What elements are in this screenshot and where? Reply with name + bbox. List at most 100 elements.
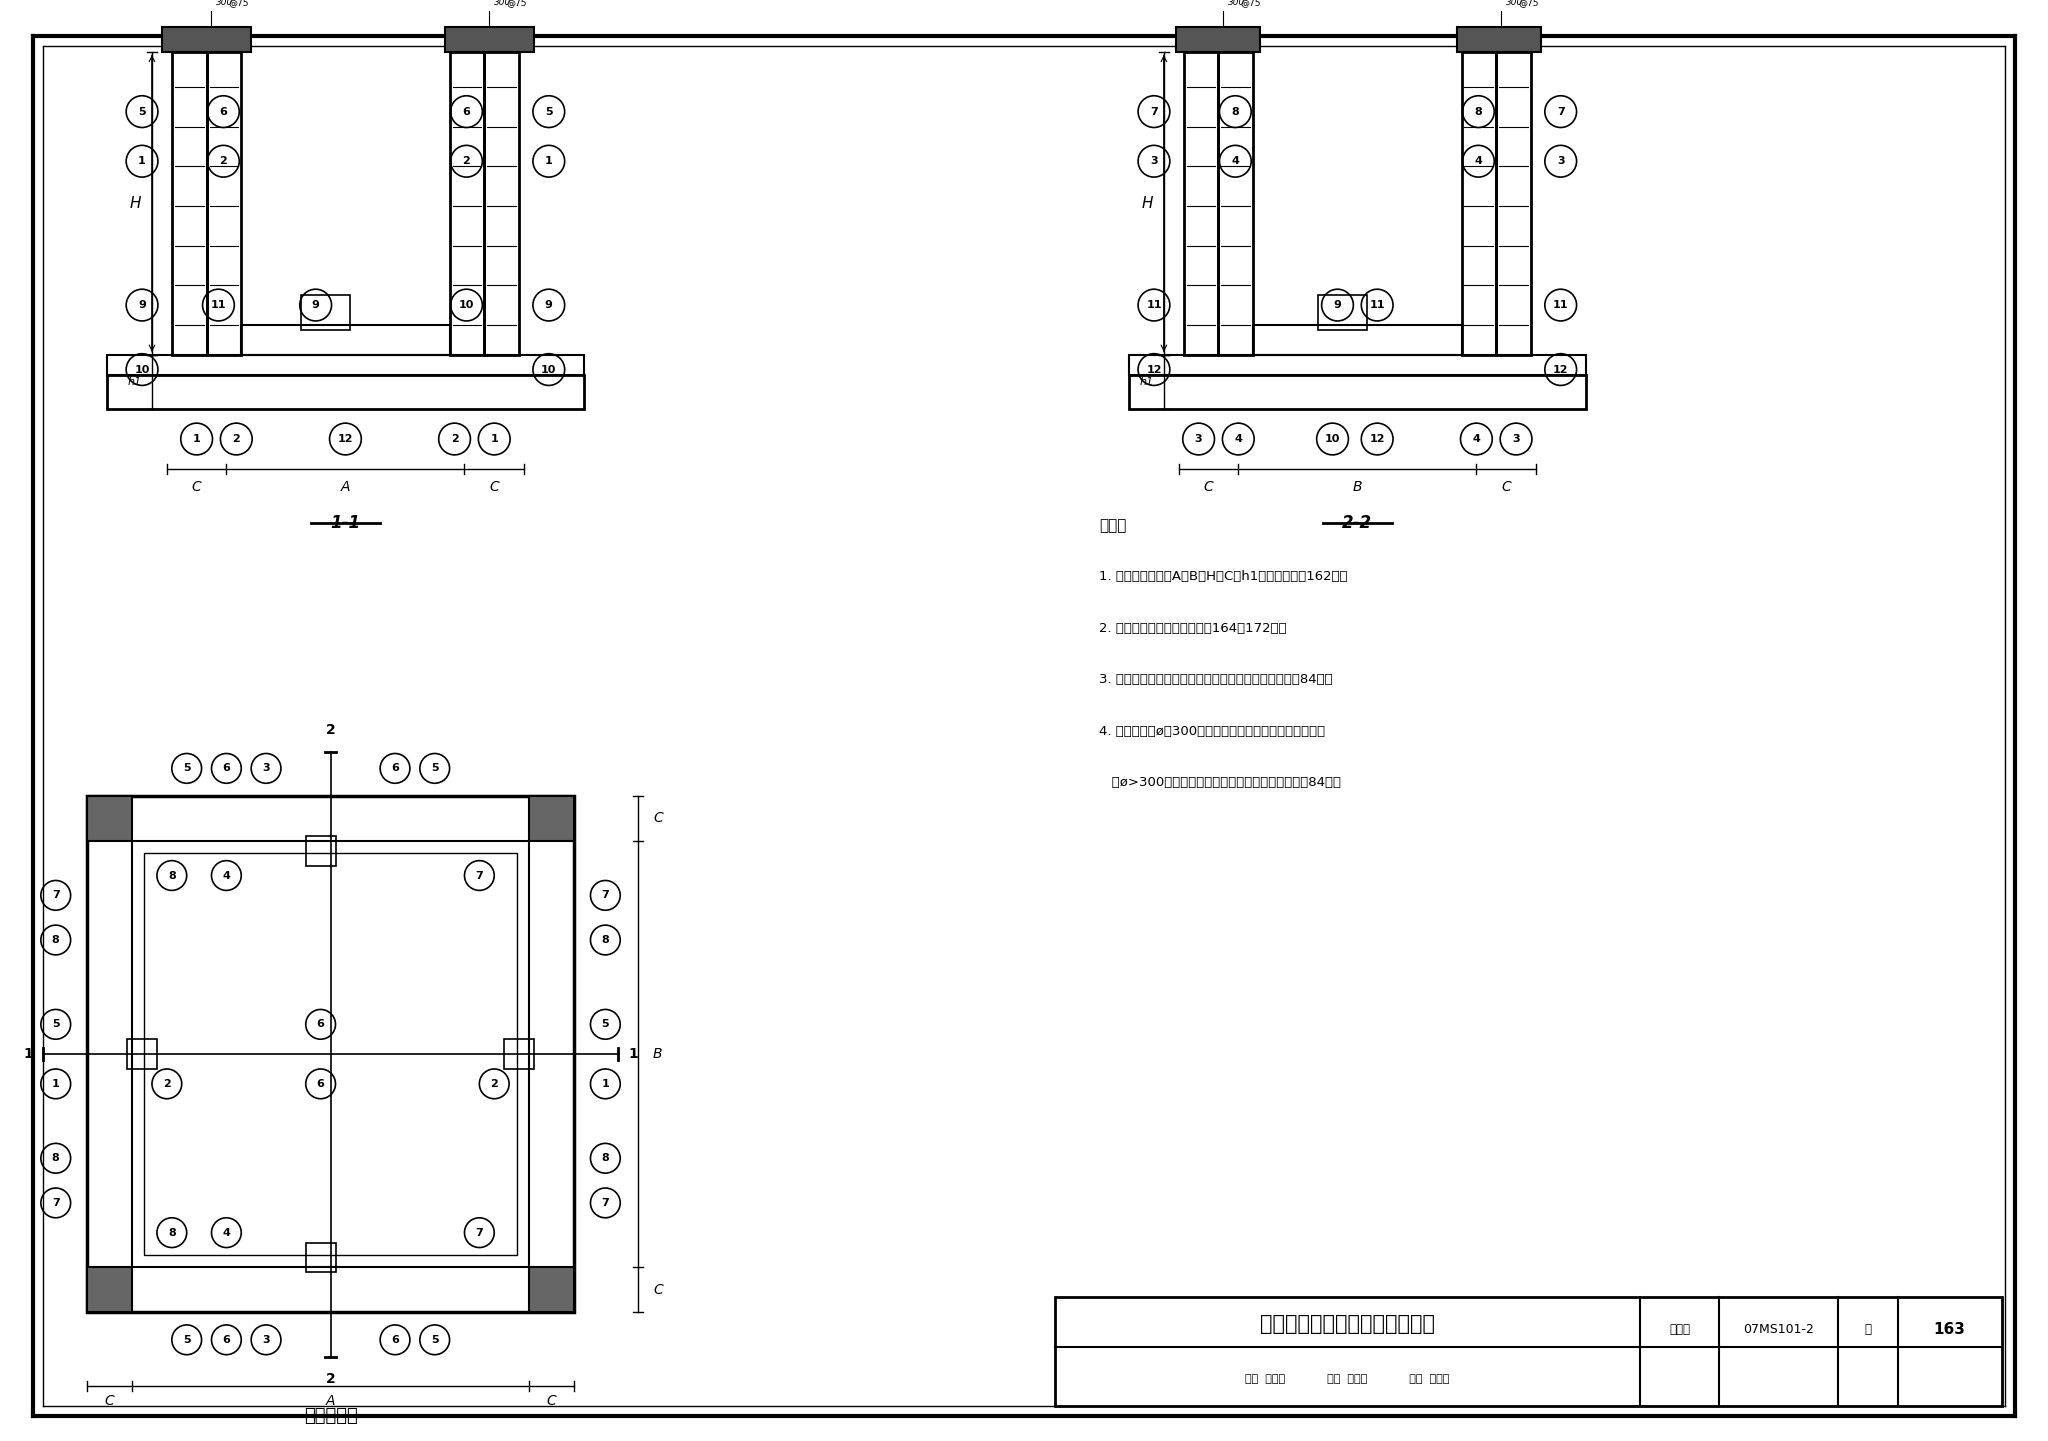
Text: 4: 4 (1235, 434, 1243, 444)
Polygon shape (1176, 27, 1260, 52)
Text: 9: 9 (137, 300, 145, 310)
Text: 5: 5 (182, 1334, 190, 1344)
Text: 6: 6 (317, 1079, 324, 1089)
Text: A: A (326, 1395, 336, 1408)
Text: 2: 2 (326, 1372, 336, 1386)
Text: 8: 8 (1231, 107, 1239, 117)
Text: 2: 2 (326, 722, 336, 736)
Text: 8: 8 (602, 1153, 608, 1163)
Text: 11: 11 (211, 300, 225, 310)
Text: 10: 10 (1325, 434, 1339, 444)
Text: 3: 3 (1511, 434, 1520, 444)
Text: 5: 5 (545, 107, 553, 117)
Text: C: C (193, 480, 201, 494)
Text: 7: 7 (51, 1197, 59, 1208)
Text: 4: 4 (223, 1228, 229, 1238)
Text: 4. 钢筋遇洞（ø＜300）时，要绕过洞口不得切断。当遇洞: 4. 钢筋遇洞（ø＜300）时，要绕过洞口不得切断。当遇洞 (1100, 725, 1325, 738)
Text: 1: 1 (23, 1048, 33, 1061)
Text: 6: 6 (463, 107, 471, 117)
Text: 8: 8 (602, 935, 608, 945)
Polygon shape (162, 27, 252, 52)
Text: 3. 配合平面、剖面图，预埋防水套管尺寸表见本图集第84页。: 3. 配合平面、剖面图，预埋防水套管尺寸表见本图集第84页。 (1100, 673, 1333, 686)
Text: 10: 10 (541, 365, 557, 375)
Text: 6: 6 (219, 107, 227, 117)
Text: 12: 12 (1370, 434, 1384, 444)
Text: 6: 6 (317, 1019, 324, 1029)
Text: C: C (653, 1282, 664, 1297)
Text: 审核  郭奕雄            校对  曾令兹            设计  王龙生: 审核 郭奕雄 校对 曾令兹 设计 王龙生 (1245, 1375, 1450, 1383)
Text: 8: 8 (1475, 107, 1483, 117)
Text: 11: 11 (1147, 300, 1161, 310)
Text: 8: 8 (51, 935, 59, 945)
Text: 5: 5 (430, 764, 438, 774)
Text: 2: 2 (164, 1079, 170, 1089)
Text: 1: 1 (629, 1048, 637, 1061)
Text: 2-2: 2-2 (1341, 514, 1372, 532)
Text: 1: 1 (137, 156, 145, 166)
Text: 7: 7 (602, 1197, 608, 1208)
Text: 4: 4 (1231, 156, 1239, 166)
Text: 3: 3 (262, 764, 270, 774)
Text: 9: 9 (545, 300, 553, 310)
Text: 5: 5 (137, 107, 145, 117)
Text: @75: @75 (1518, 0, 1538, 7)
Text: 1. 图中所注尺寸：A、B、H、C、h1详见本图集第162页。: 1. 图中所注尺寸：A、B、H、C、h1详见本图集第162页。 (1100, 571, 1348, 584)
Text: 3: 3 (1151, 156, 1157, 166)
Text: 7: 7 (475, 1228, 483, 1238)
Text: A: A (340, 480, 350, 494)
Text: 11: 11 (1552, 300, 1569, 310)
Text: 8: 8 (168, 870, 176, 880)
Text: C: C (653, 811, 664, 826)
Text: 300: 300 (494, 0, 512, 7)
Text: @75: @75 (1241, 0, 1262, 7)
Text: @75: @75 (506, 0, 526, 7)
Text: 5: 5 (430, 1334, 438, 1344)
Text: C: C (1204, 480, 1212, 494)
Text: 1: 1 (193, 434, 201, 444)
Polygon shape (444, 27, 535, 52)
Text: h1: h1 (129, 378, 141, 388)
Text: C: C (489, 480, 500, 494)
Text: 5: 5 (602, 1019, 608, 1029)
Text: 1: 1 (489, 434, 498, 444)
Text: 2: 2 (231, 434, 240, 444)
Text: 9: 9 (311, 300, 319, 310)
Text: 2: 2 (219, 156, 227, 166)
Text: 1: 1 (51, 1079, 59, 1089)
Text: 2: 2 (451, 434, 459, 444)
Text: 页: 页 (1866, 1323, 1872, 1336)
Text: 3: 3 (262, 1334, 270, 1344)
Text: 钢筋混凝土矩形排气阀井配筋图: 钢筋混凝土矩形排气阀井配筋图 (1260, 1314, 1436, 1334)
Text: 1: 1 (545, 156, 553, 166)
Text: 6: 6 (223, 1334, 229, 1344)
Text: 6: 6 (223, 764, 229, 774)
Text: 4: 4 (1475, 156, 1483, 166)
Text: C: C (104, 1395, 115, 1408)
Text: 平面配筋图: 平面配筋图 (303, 1408, 358, 1425)
Text: 7: 7 (1556, 107, 1565, 117)
Text: 10: 10 (459, 300, 475, 310)
Text: @75: @75 (229, 0, 250, 7)
Text: C: C (547, 1395, 557, 1408)
Text: 6: 6 (391, 764, 399, 774)
Text: 1-1: 1-1 (330, 514, 360, 532)
Text: 图集号: 图集号 (1669, 1323, 1690, 1336)
Text: H: H (129, 196, 141, 212)
Text: 7: 7 (602, 891, 608, 901)
Text: 300: 300 (1505, 0, 1524, 7)
Text: 3: 3 (1556, 156, 1565, 166)
Text: 5: 5 (182, 764, 190, 774)
Text: B: B (653, 1048, 662, 1061)
Text: 12: 12 (1147, 365, 1161, 375)
Text: B: B (1352, 480, 1362, 494)
Text: 4: 4 (1473, 434, 1481, 444)
Text: 3: 3 (1194, 434, 1202, 444)
Text: 300: 300 (217, 0, 233, 7)
Text: 说明：: 说明： (1100, 519, 1126, 533)
Text: C: C (1501, 480, 1511, 494)
Text: 11: 11 (1370, 300, 1384, 310)
Text: 9: 9 (1333, 300, 1341, 310)
Text: 12: 12 (1552, 365, 1569, 375)
Text: 163: 163 (1933, 1323, 1966, 1337)
Text: 1: 1 (602, 1079, 608, 1089)
